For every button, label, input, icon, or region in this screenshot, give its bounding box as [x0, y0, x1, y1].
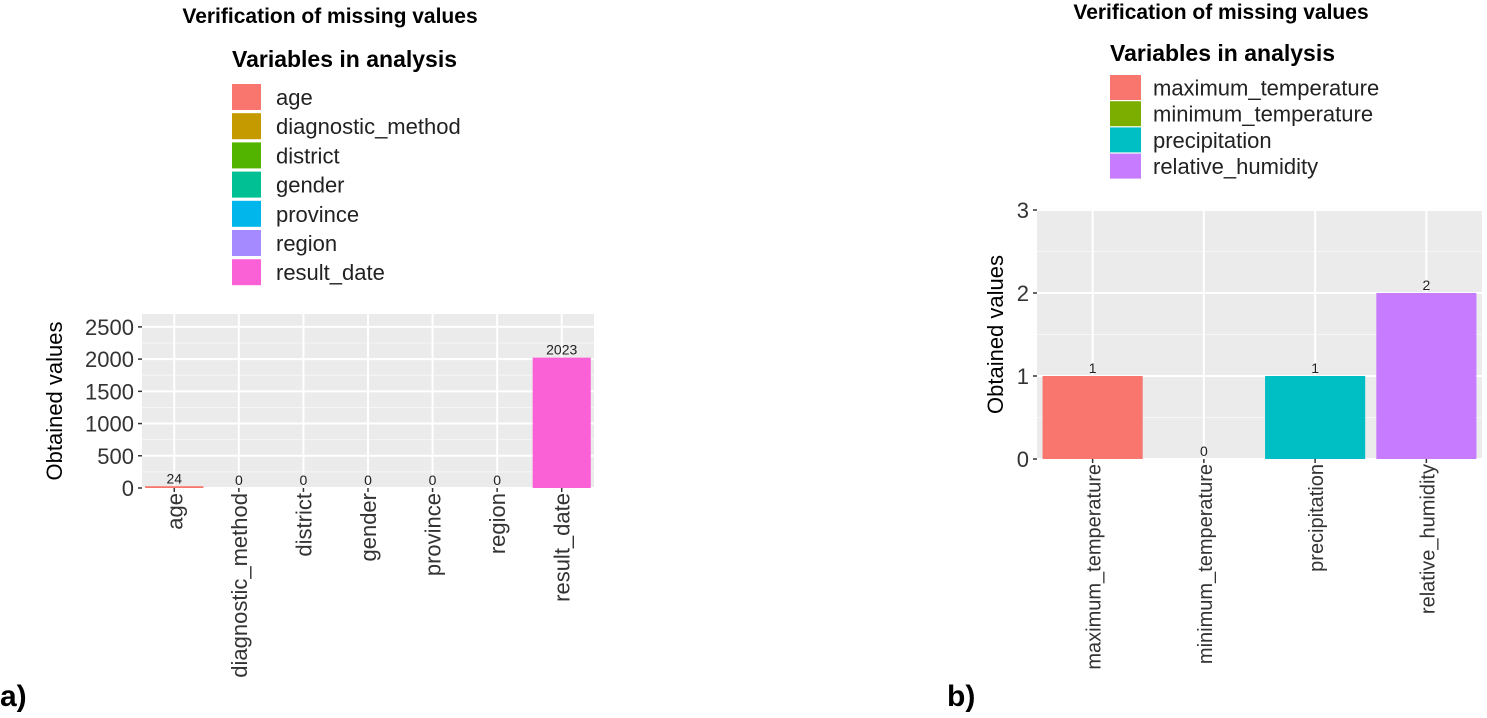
data-label-province: 0	[429, 472, 437, 488]
legend-label-region: region	[276, 231, 337, 256]
legend-label-district: district	[276, 143, 340, 168]
legend-label-age: age	[276, 85, 313, 110]
data-label-precipitation: 1	[1311, 360, 1319, 376]
legend-label-diagnostic_method: diagnostic_method	[276, 114, 461, 139]
bar-result_date	[532, 357, 591, 488]
chart-title: Verification of missing values	[182, 5, 477, 28]
x-tick-label-region: region	[485, 493, 510, 554]
legend-swatch-maximum_temperature	[1110, 75, 1141, 100]
legend-title: Variables in analysis	[232, 46, 457, 72]
legend-swatch-relative_humidity	[1110, 153, 1141, 179]
x-tick-label-diagnostic_method: diagnostic_method	[227, 493, 252, 678]
y-tick-label: 500	[97, 444, 134, 469]
panel-label-a: a)	[0, 680, 27, 713]
chart-a: Verification of missing values Variables …	[42, 5, 594, 678]
x-tick-label-province: province	[421, 493, 446, 576]
data-label-maximum_temperature: 1	[1089, 360, 1097, 376]
y-tick-label: 0	[122, 476, 134, 501]
legend-swatch-gender	[232, 171, 261, 198]
x-tick-label-maximum_temperature: maximum_temperature	[1084, 464, 1106, 670]
legend-swatch-province	[232, 200, 261, 227]
legend-label-relative_humidity: relative_humidity	[1153, 154, 1318, 179]
legend-label-precipitation: precipitation	[1153, 128, 1272, 153]
legend-swatch-age	[232, 84, 261, 110]
x-tick-label-age: age	[162, 493, 187, 530]
data-label-gender: 0	[364, 472, 372, 488]
legend-title: Variables in analysis	[1110, 40, 1335, 66]
y-axis-label: Obtained values	[983, 255, 1008, 414]
legend-swatch-result_date	[232, 259, 261, 286]
data-label-region: 0	[493, 472, 501, 488]
bar-precipitation	[1265, 376, 1366, 459]
legend-swatch-precipitation	[1110, 127, 1141, 153]
x-tick-label-result_date: result_date	[550, 493, 575, 602]
y-tick-label: 2	[1017, 281, 1029, 306]
panel-label-b: b)	[947, 680, 975, 713]
data-label-relative_humidity: 2	[1422, 277, 1430, 293]
x-tick-label-precipitation: precipitation	[1306, 464, 1328, 572]
bar-relative_humidity	[1376, 293, 1477, 459]
data-label-minimum_temperature: 0	[1200, 443, 1208, 459]
x-tick-label-minimum_temperature: minimum_temperature	[1195, 464, 1217, 664]
chart-b: Verification of missing values Variables …	[983, 1, 1482, 670]
y-tick-label: 0	[1017, 447, 1029, 472]
y-axis-label: Obtained values	[42, 322, 67, 481]
legend-swatch-region	[232, 230, 261, 256]
bar-maximum_temperature	[1042, 376, 1143, 459]
legend-swatch-district	[232, 142, 261, 169]
legend-swatch-minimum_temperature	[1110, 101, 1141, 127]
y-tick-label: 3	[1017, 198, 1029, 223]
data-label-age: 24	[166, 470, 182, 486]
data-label-diagnostic_method: 0	[235, 472, 243, 488]
legend-label-gender: gender	[276, 173, 345, 198]
data-label-district: 0	[300, 472, 308, 488]
y-tick-label: 2000	[85, 347, 134, 372]
y-tick-label: 1	[1017, 364, 1029, 389]
x-tick-label-gender: gender	[356, 493, 381, 562]
chart-title: Verification of missing values	[1073, 1, 1368, 24]
legend-label-maximum_temperature: maximum_temperature	[1153, 76, 1379, 101]
legend-swatch-diagnostic_method	[232, 113, 261, 140]
y-tick-label: 2500	[85, 315, 134, 340]
x-tick-label-relative_humidity: relative_humidity	[1417, 464, 1439, 614]
x-tick-label-district: district	[291, 493, 316, 557]
data-label-result_date: 2023	[546, 342, 577, 358]
y-tick-label: 1500	[85, 379, 134, 404]
legend-label-province: province	[276, 202, 359, 227]
y-tick-label: 1000	[85, 412, 134, 437]
legend-label-minimum_temperature: minimum_temperature	[1153, 102, 1373, 127]
legend-label-result_date: result_date	[276, 260, 385, 285]
